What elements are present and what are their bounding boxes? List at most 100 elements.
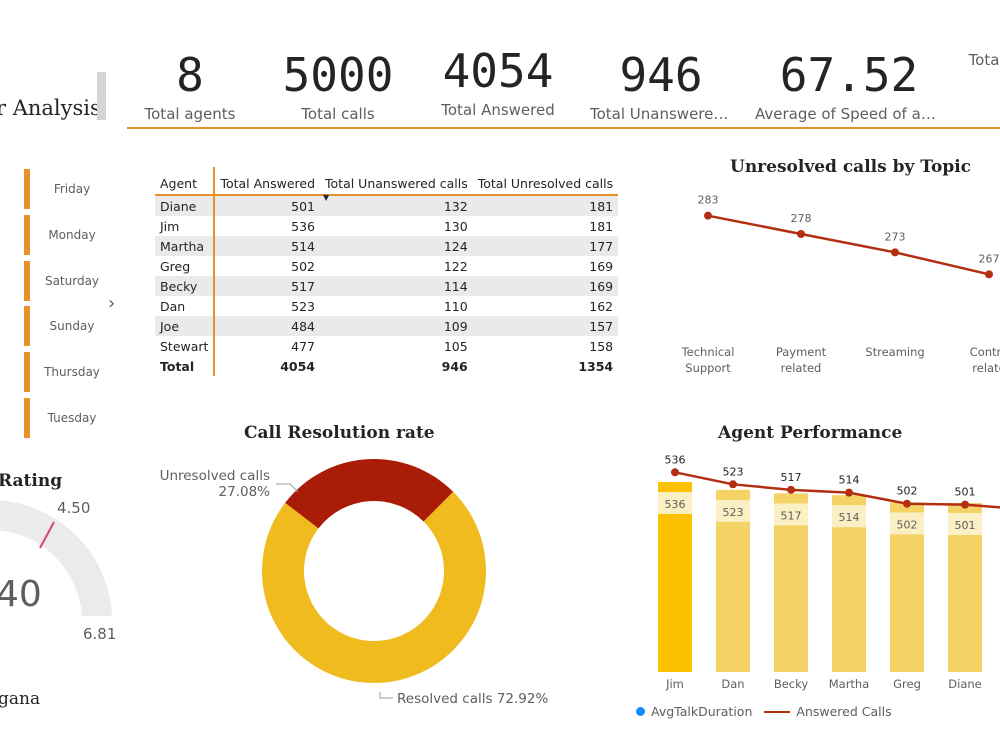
slicer-item-tuesday[interactable]: Tuesday: [24, 398, 114, 438]
category-label: Dan: [721, 677, 744, 691]
data-point[interactable]: [985, 270, 993, 279]
table-cell: Diane: [155, 195, 216, 216]
category-label: Jim: [665, 677, 684, 691]
table-cell: Joe: [155, 316, 216, 336]
kpi-value: 8: [176, 48, 204, 102]
table-cell: 162: [589, 298, 614, 314]
title-divider: [97, 72, 106, 120]
table-cell: 514: [214, 236, 321, 256]
kpi-value: 4054: [442, 44, 554, 98]
kpi-value: 5000: [282, 48, 394, 102]
legend-dot-icon: [636, 707, 645, 716]
legend-item-avg-talk-duration[interactable]: AvgTalkDuration: [651, 704, 753, 719]
column-header-agent[interactable]: Agent: [155, 167, 216, 196]
gauge-track: [0, 500, 112, 616]
kpi-card-total-answered[interactable]: 4054 Total Answered: [433, 44, 563, 120]
kpi-card-total-unanswered[interactable]: 946 Total Unanswered…: [590, 48, 732, 124]
bar-value-label: 514: [839, 511, 860, 524]
line-point[interactable]: [903, 499, 911, 508]
line-point[interactable]: [961, 500, 969, 509]
bar-value-label: 517: [781, 509, 802, 522]
data-label: 267: [979, 252, 1000, 265]
agent-performance-chart: 536 Jim 523 Dan 517 Becky 514 Martha 502 Greg 501 D…: [658, 453, 1000, 691]
category-label: Support: [685, 361, 731, 375]
table-cell: 477: [291, 338, 316, 354]
table-cell: Greg: [155, 256, 216, 276]
chart-legend: AvgTalkDuration Answered Calls: [636, 704, 892, 719]
column-header-total-unresolved[interactable]: Total Unresolved calls: [472, 167, 619, 196]
table-cell: 501: [214, 195, 321, 216]
gauge-title: Rating: [0, 471, 63, 491]
table-row[interactable]: Greg 502 122 169: [155, 256, 618, 276]
table-cell: Stewart: [155, 336, 216, 356]
table-cell: 130: [443, 218, 468, 234]
table-row[interactable]: Becky 517 114 169: [155, 276, 619, 296]
slicer-item-friday[interactable]: Friday: [24, 169, 114, 209]
table-cell: 169: [589, 258, 614, 274]
kpi-label: Total Unanswered…: [590, 105, 732, 123]
kpi-label: Tota: [968, 51, 1000, 69]
kpi-label: Total agents: [144, 105, 236, 123]
table-cell: 517: [214, 276, 321, 296]
chevron-right-icon[interactable]: ›: [108, 293, 116, 314]
data-label: 278: [791, 212, 812, 225]
kpi-card-total-calls[interactable]: 5000 Total calls: [276, 48, 400, 124]
call-resolution-donut-chart: Resolved calls 72.92% Unresolved calls27.…: [160, 459, 548, 707]
column-header-total-unanswered[interactable]: Total Unanswered calls ▼: [320, 167, 473, 202]
kpi-label: Average of Speed of ans…: [755, 105, 943, 123]
slicer-item-monday[interactable]: Monday: [24, 215, 114, 255]
table-cell: 502: [291, 258, 316, 274]
bar-value-label: 523: [723, 506, 744, 519]
table-row[interactable]: Jim 536 130 181: [155, 216, 618, 236]
table-row[interactable]: Stewart 477 105 158: [155, 336, 618, 356]
slice-label-unresolved-value: 27.08%: [219, 484, 271, 500]
line-point[interactable]: [787, 485, 795, 494]
bar-label-background: [832, 505, 866, 528]
kpi-card-avg-speed-of-answer[interactable]: 67.52 Average of Speed of ans…: [755, 48, 943, 124]
column-header-label: Total Unanswered calls: [325, 176, 468, 191]
table-cell: Jim: [155, 216, 216, 236]
kpi-card-partial[interactable]: Tota: [968, 48, 1000, 70]
line-point[interactable]: [729, 480, 737, 489]
category-label: related: [781, 361, 822, 375]
line-point[interactable]: [671, 468, 679, 477]
table-row[interactable]: Martha 514 124 177: [155, 236, 619, 256]
data-point[interactable]: [797, 230, 805, 238]
slicer-item-thursday[interactable]: Thursday: [24, 352, 114, 392]
category-label: Contra: [970, 345, 1000, 359]
line-value-label: 536: [665, 453, 686, 466]
line-value-label: 517: [781, 471, 802, 484]
donut-slice-unresolved[interactable]: [285, 459, 454, 529]
agent-table: Agent Total Answered Total Unanswered ca…: [155, 167, 619, 376]
kpi-card-total-agents[interactable]: 8 Total agents: [129, 48, 251, 124]
column-header-total-answered[interactable]: Total Answered: [214, 167, 321, 196]
table-cell: 536: [291, 218, 316, 234]
category-label: Streaming: [865, 345, 924, 359]
table-cell: 158: [589, 338, 614, 354]
table-cell: 110: [443, 298, 468, 314]
legend-item-answered-calls[interactable]: Answered Calls: [796, 704, 892, 719]
leader-line: [379, 692, 393, 699]
category-label: Greg: [893, 677, 921, 691]
bar-value-label: 536: [665, 498, 686, 511]
donut-slice-resolved[interactable]: [262, 491, 486, 683]
data-point[interactable]: [891, 248, 899, 257]
slicer-item-sunday[interactable]: Sunday: [24, 306, 114, 346]
data-point[interactable]: [704, 211, 712, 220]
table-total-cell: 1354: [578, 358, 614, 374]
table-cell: 105: [443, 338, 468, 354]
table-cell: 157: [472, 316, 619, 336]
gauge-max-label: 6.81: [83, 625, 117, 643]
table-cell: 484: [214, 316, 321, 336]
table-row[interactable]: Dan 523 110 162: [155, 296, 618, 316]
line-value-label: 523: [723, 465, 744, 478]
data-label: 273: [885, 230, 906, 243]
slicer-item-saturday[interactable]: Saturday: [24, 261, 114, 301]
category-label: Becky: [774, 677, 809, 691]
category-label: Payment: [776, 345, 827, 359]
category-label: Martha: [829, 677, 870, 691]
table-row[interactable]: Diane 501 132 181: [155, 195, 619, 216]
line-point[interactable]: [845, 488, 853, 497]
table-row[interactable]: Joe 484 109 157: [155, 316, 619, 336]
table-cell: 122: [443, 258, 468, 274]
